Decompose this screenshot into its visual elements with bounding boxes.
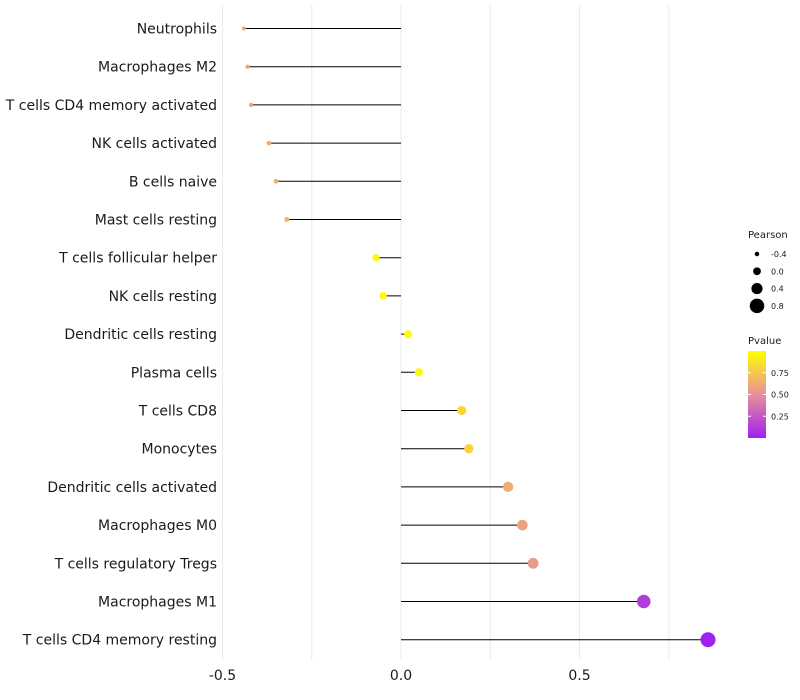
category-label: T cells regulatory Tregs: [54, 556, 217, 572]
legend-size-label: -0.4: [771, 250, 787, 259]
x-tick-label: 0.0: [390, 668, 412, 684]
category-label: NK cells resting: [109, 289, 217, 305]
legend-size-key: [753, 267, 761, 276]
category-label: NK cells activated: [92, 136, 217, 152]
data-point: [266, 140, 272, 146]
data-point: [637, 594, 651, 609]
data-point: [414, 368, 423, 377]
points: [241, 26, 716, 648]
category-label: Macrophages M2: [98, 60, 217, 76]
x-tick-label: -0.5: [209, 668, 236, 684]
legend-pearson: Pearson -0.4 0.0 0.4 0.8: [748, 230, 788, 314]
pvalue-colorbar: [748, 351, 766, 438]
category-label: T cells CD4 memory activated: [5, 98, 217, 114]
data-point: [700, 632, 716, 648]
stems: [243, 28, 709, 641]
colorbar-label: 0.75: [771, 369, 789, 378]
x-tick-label: 0.5: [568, 668, 590, 684]
legend-pvalue-title: Pvalue: [748, 336, 781, 347]
data-point: [248, 102, 254, 108]
category-label: Dendritic cells resting: [64, 327, 217, 343]
category-label: Macrophages M1: [98, 595, 217, 611]
data-point: [517, 519, 528, 531]
data-point: [245, 64, 250, 69]
legend-size-key: [749, 298, 765, 314]
legend-size-label: 0.0: [771, 267, 784, 276]
category-label: Neutrophils: [137, 22, 217, 38]
colorbar-label: 0.25: [771, 412, 789, 421]
legend-pvalue: Pvalue 0.75 0.50 0.25: [748, 336, 789, 438]
category-label: B cells naive: [129, 174, 217, 190]
category-label: T cells follicular helper: [58, 251, 217, 267]
data-point: [284, 216, 290, 223]
data-point: [457, 405, 467, 416]
category-labels: Neutrophils Macrophages M2 T cells CD4 mem…: [5, 22, 217, 649]
legend-pearson-title: Pearson: [748, 230, 788, 241]
category-label: Mast cells resting: [95, 213, 217, 229]
category-label: Dendritic cells activated: [47, 480, 217, 496]
data-point: [404, 330, 413, 339]
data-point: [502, 481, 514, 493]
legend-size-label: 0.8: [771, 302, 784, 311]
category-label: Monocytes: [142, 442, 217, 458]
data-point: [372, 254, 380, 262]
colorbar-label: 0.50: [771, 391, 789, 400]
x-tick-labels: -0.5 0.0 0.5: [209, 668, 591, 684]
category-label: T cells CD4 memory resting: [22, 633, 217, 649]
data-point: [379, 292, 387, 300]
category-label: T cells CD8: [138, 404, 217, 420]
data-point: [241, 26, 246, 31]
legend-size-key: [751, 283, 763, 295]
legend-size-label: 0.4: [771, 285, 784, 294]
category-label: Macrophages M0: [98, 518, 217, 534]
gridlines: [222, 5, 670, 660]
data-point: [464, 444, 474, 454]
category-label: Plasma cells: [131, 365, 217, 381]
data-point: [273, 178, 279, 184]
data-point: [527, 557, 539, 569]
legend-size-key: [754, 251, 760, 257]
